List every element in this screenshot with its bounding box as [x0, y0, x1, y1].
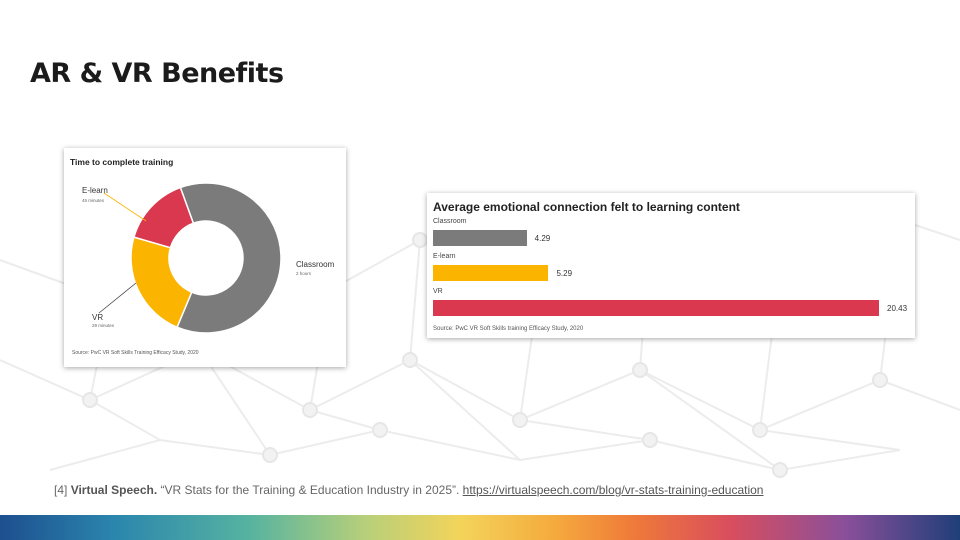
bar-category-elearn: E-learn	[433, 253, 456, 260]
citation-ref-number: [4]	[54, 483, 68, 497]
bar-source: Source: PwC VR Soft Skills training Effi…	[433, 326, 584, 332]
bar-elearn	[433, 265, 549, 281]
donut-label-elearn: E-learn	[82, 186, 108, 195]
donut-sublabel-elearn: 45 minutes	[82, 198, 105, 203]
leader-line-vr	[98, 282, 137, 314]
slide-title: AR & VR Benefits	[30, 58, 284, 89]
citation-text: “VR Stats for the Training & Education I…	[157, 483, 460, 497]
bar-category-vr: VR	[433, 288, 443, 295]
bar-chart-card: Average emotional connection felt to lea…	[427, 193, 915, 338]
leader-line-elearn	[103, 192, 147, 222]
donut-chart	[98, 182, 282, 334]
donut-label-vr: VR	[92, 313, 104, 322]
donut-source: Source: PwC VR Soft Skills Training Effi…	[72, 350, 199, 356]
bar-value-vr: 20.43	[887, 304, 908, 313]
bar-value-elearn: 5.29	[556, 269, 573, 278]
donut-chart-title: Time to complete training	[70, 157, 174, 167]
bottom-gradient-strip	[0, 515, 960, 540]
donut-slice-vr	[133, 186, 195, 249]
donut-sublabel-classroom: 2 hours	[296, 271, 312, 276]
citation-link[interactable]: https://virtualspeech.com/blog/vr-stats-…	[462, 483, 764, 497]
bar-chart-title: Average emotional connection felt to lea…	[433, 200, 740, 214]
footer-citation: [4] Virtual Speech. “VR Stats for the Tr…	[54, 483, 763, 497]
bar-category-classroom: Classroom	[433, 218, 467, 225]
donut-slice-classroom	[176, 182, 282, 334]
citation-author: Virtual Speech.	[70, 483, 158, 497]
donut-sublabel-vr: 29 minutes	[92, 323, 115, 328]
donut-label-classroom: Classroom	[296, 260, 335, 269]
bar-classroom	[433, 230, 527, 246]
donut-chart-card: Time to complete training E-learn 45 min…	[64, 148, 346, 367]
donut-slice-elearn	[130, 236, 193, 329]
bar-value-classroom: 4.29	[534, 234, 551, 243]
bar-vr	[433, 300, 879, 316]
